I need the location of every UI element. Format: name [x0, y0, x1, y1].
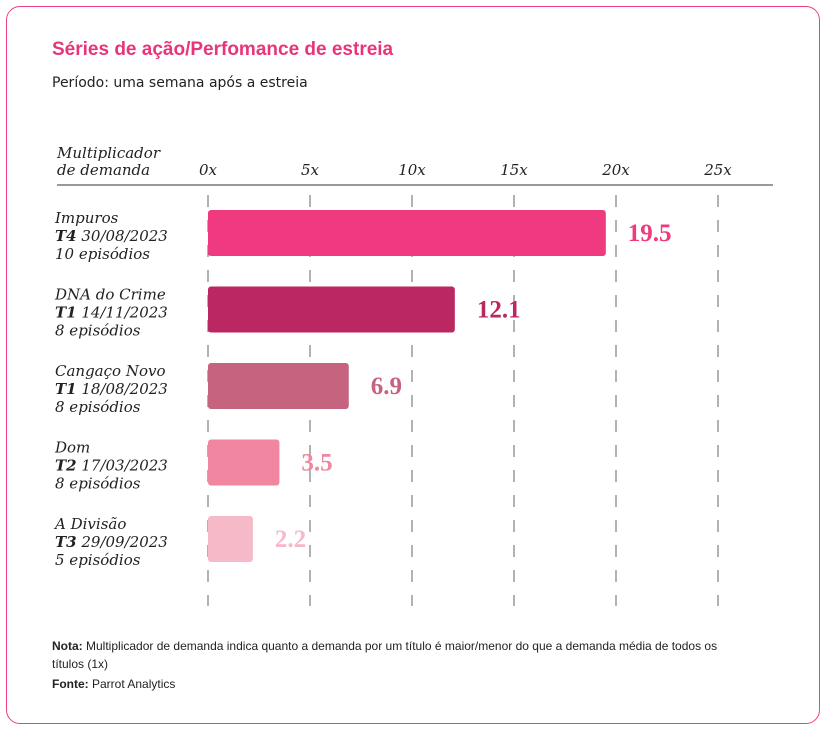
bar: [208, 286, 455, 333]
bar-value-label: 3.5: [301, 450, 332, 477]
x-tick-label: 0x: [199, 161, 218, 179]
chart-title: Séries de ação/Perfomance de estreia: [52, 39, 394, 60]
source-text: Parrot Analytics: [92, 677, 176, 691]
bar-value-label: 12.1: [477, 297, 521, 324]
category-episodes: 8 episódios: [55, 475, 141, 493]
chart-subtitle: Período: uma semana após a estreia: [52, 75, 308, 91]
category-date: 29/09/2023: [77, 533, 168, 551]
note-label: Nota:: [52, 639, 83, 653]
chart-note: Nota: Multiplicador de demanda indica qu…: [52, 637, 742, 673]
category-season: T1: [55, 304, 77, 322]
bar-value-label: 19.5: [628, 220, 672, 247]
source-label: Fonte:: [52, 677, 89, 691]
category-season: T1: [55, 380, 77, 398]
category-season: T4: [55, 227, 77, 245]
category-date: 18/08/2023: [77, 380, 168, 398]
category-title: Cangaço Novo: [55, 362, 166, 380]
category-date: 14/11/2023: [77, 304, 168, 322]
bar: [208, 363, 349, 409]
bar-value-label: 6.9: [371, 373, 402, 400]
x-tick-label: 15x: [500, 161, 528, 179]
bar-value-label: 2.2: [275, 526, 306, 553]
bar: [208, 516, 253, 562]
bar: [208, 210, 606, 256]
category-season: T3: [55, 533, 77, 551]
category-season-date: T3 29/09/2023: [55, 533, 168, 551]
note-text: Multiplicador de demanda indica quanto a…: [52, 639, 718, 671]
category-header-line: de demanda: [57, 161, 150, 179]
category-season-date: T1 18/08/2023: [55, 380, 168, 398]
x-tick-label: 20x: [601, 161, 630, 179]
category-episodes: 8 episódios: [55, 398, 141, 416]
category-date: 17/03/2023: [77, 457, 168, 475]
category-season-date: T1 14/11/2023: [55, 304, 168, 322]
x-tick-label: 25x: [703, 161, 732, 179]
chart-source: Fonte: Parrot Analytics: [52, 677, 175, 691]
category-title: Impuros: [54, 209, 119, 227]
category-season: T2: [55, 457, 77, 475]
category-title: A Divisão: [53, 515, 126, 533]
category-season-date: T2 17/03/2023: [55, 457, 168, 475]
category-header-line: Multiplicador: [56, 144, 161, 162]
chart-card: [6, 6, 820, 724]
bar: [208, 439, 280, 486]
x-tick-label: 5x: [301, 161, 320, 179]
x-tick-label: 10x: [398, 161, 426, 179]
category-episodes: 10 episódios: [55, 245, 150, 263]
category-episodes: 5 episódios: [55, 551, 141, 569]
category-season-date: T4 30/08/2023: [55, 227, 168, 245]
category-episodes: 8 episódios: [55, 322, 141, 340]
category-title: Dom: [54, 439, 90, 457]
category-title: DNA do Crime: [54, 286, 166, 304]
category-date: 30/08/2023: [77, 227, 168, 245]
